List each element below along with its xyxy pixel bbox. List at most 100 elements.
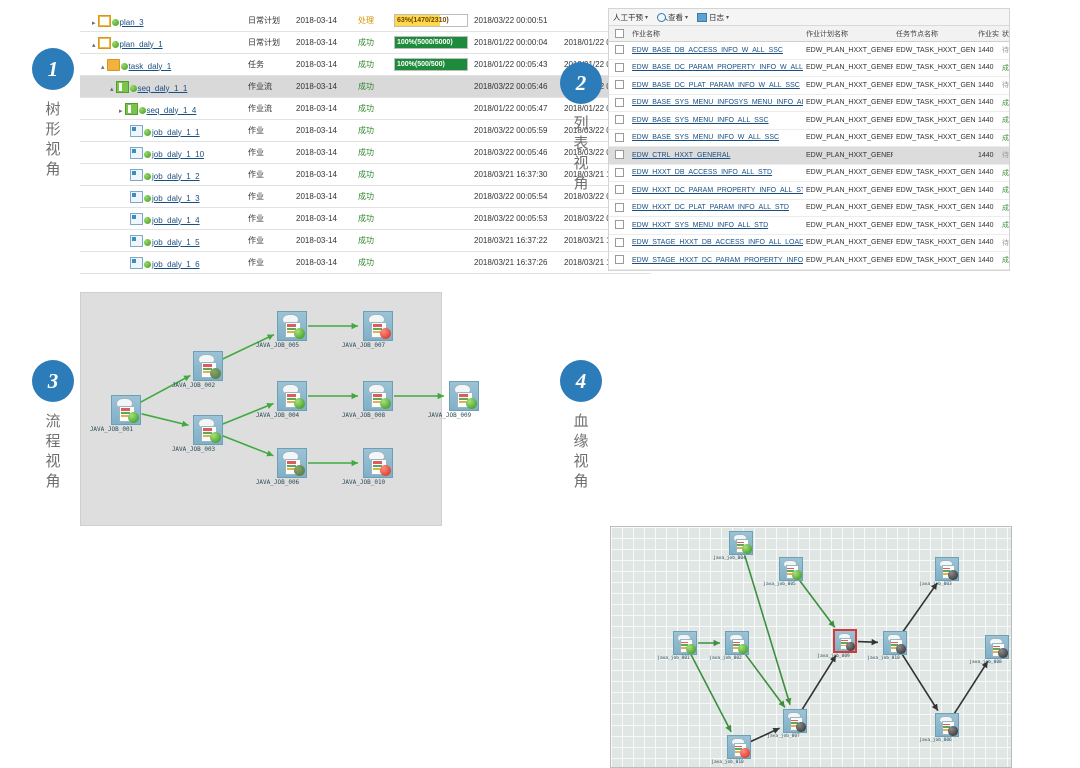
tree-node-link[interactable]: seq_daly_1_1 [137, 83, 188, 93]
graph-node[interactable]: java_job_003 [919, 557, 959, 587]
job-link[interactable]: EDW_BASE_SYS_MENU_INFO_W_ALL_SSC [632, 134, 780, 142]
table-row[interactable]: job_daly_1_2 作业 2018-03-14 成功 2018/03/21 16:… [80, 163, 651, 186]
checkbox-icon[interactable] [614, 115, 624, 125]
row-checkbox-cell[interactable] [609, 234, 629, 252]
job-link[interactable]: EDW_HXXT_DC_PARAM_PROPERTY_INFO_ALL_STD [632, 186, 803, 194]
job-node-icon[interactable] [985, 635, 1009, 659]
tree-node-cell[interactable]: job_daly_1_6 [80, 251, 245, 274]
job-node-icon[interactable] [727, 735, 751, 759]
job-node-icon[interactable] [833, 629, 857, 653]
table-row[interactable]: EDW_BASE_SYS_MENU_INFOSYS_MENU_INFO_ALL_… [609, 94, 1009, 112]
job-node-icon[interactable] [193, 415, 223, 445]
cell-job-name[interactable]: EDW_BASE_DC_PARAM_PROPERTY_INFO_W_ALL_SS… [629, 59, 803, 77]
row-checkbox-cell[interactable] [609, 94, 629, 112]
tree-node-link[interactable]: task_daly_1 [128, 61, 172, 71]
checkbox-icon[interactable] [614, 132, 624, 142]
job-node-icon[interactable] [363, 381, 393, 411]
graph-node[interactable]: java_job_010 [867, 631, 907, 661]
twisty-icon[interactable]: ▴ [101, 63, 105, 71]
select-all-cell[interactable] [609, 26, 629, 42]
tree-node-cell[interactable]: ▴ plan_daly_1 [80, 31, 245, 54]
job-link[interactable]: EDW_HXXT_DC_PLAT_PARAM_INFO_ALL_STD [632, 204, 789, 212]
row-checkbox-cell[interactable] [609, 251, 629, 270]
job-node-icon[interactable] [111, 395, 141, 425]
graph-node[interactable]: java_job_006 [919, 713, 959, 743]
job-node-icon[interactable] [363, 448, 393, 478]
cell-job-name[interactable]: EDW_STAGE_HXXT_DB_ACCESS_INFO_ALL_LOAD [629, 234, 803, 252]
table-row[interactable]: job_daly_1_5 作业 2018-03-14 成功 2018/03/21 16:… [80, 229, 651, 252]
table-row[interactable]: ▸ seq_daly_1_4 作业流 2018-03-14 成功 2018/01/22 0… [80, 97, 651, 120]
col-header-task[interactable]: 任务节点名称 [893, 26, 975, 42]
tree-node-link[interactable]: plan_daly_1 [119, 39, 163, 49]
job-link[interactable]: EDW_BASE_DC_PLAT_PARAM_INFO_W_ALL_SSC [632, 81, 800, 89]
tree-node-link[interactable]: job_daly_1_2 [152, 171, 200, 181]
job-link[interactable]: EDW_BASE_DB_ACCESS_INFO_W_ALL_SSC [632, 46, 783, 54]
graph-node[interactable]: JAVA_JOB_004 [256, 381, 307, 419]
tree-node-cell[interactable]: job_daly_1_4 [80, 207, 245, 230]
row-checkbox-cell[interactable] [609, 59, 629, 77]
graph-node[interactable]: JAVA_JOB_003 [172, 415, 223, 453]
row-checkbox-cell[interactable] [609, 199, 629, 217]
tree-node-link[interactable]: job_daly_1_6 [152, 259, 200, 269]
tree-node-link[interactable]: job_daly_1_3 [152, 193, 200, 203]
menu-manual-intervention[interactable]: 人工干预 ▾ [613, 12, 648, 23]
graph-node[interactable]: java_job_010 [711, 735, 751, 765]
tree-node-link[interactable]: seq_daly_1_4 [146, 105, 197, 115]
graph-node[interactable]: java_job_005 [763, 557, 803, 587]
table-row[interactable]: EDW_BASE_SYS_MENU_INFO_ALL_SSC EDW_PLAN_H… [609, 111, 1009, 130]
tree-node-cell[interactable]: job_daly_1_5 [80, 229, 245, 252]
job-link[interactable]: EDW_BASE_SYS_MENU_INFOSYS_MENU_INFO_ALL_… [632, 99, 803, 107]
table-row[interactable]: EDW_HXXT_SYS_MENU_INFO_ALL_STD EDW_PLAN_H… [609, 216, 1009, 235]
table-row[interactable]: ▴ plan_daly_1 日常计划 2018-03-14 成功 100%(5000/50… [80, 31, 651, 54]
job-node-icon[interactable] [779, 557, 803, 581]
job-link[interactable]: EDW_CTRL_HXXT_GENERAL [632, 151, 731, 159]
tree-node-link[interactable]: job_daly_1_4 [152, 215, 200, 225]
tree-node-cell[interactable]: ▴ task_daly_1 [80, 53, 245, 76]
cell-job-name[interactable]: EDW_BASE_SYS_MENU_INFOSYS_MENU_INFO_ALL_… [629, 94, 803, 112]
twisty-icon[interactable]: ▸ [92, 19, 96, 27]
twisty-icon[interactable]: ▴ [110, 85, 114, 93]
col-header-inst[interactable]: 作业实例 [975, 26, 999, 42]
graph-node[interactable]: java_job_004 [713, 531, 753, 561]
graph-node[interactable]: java_job_002 [709, 631, 749, 661]
checkbox-icon[interactable] [614, 202, 624, 212]
cell-job-name[interactable]: EDW_BASE_SYS_MENU_INFO_W_ALL_SSC [629, 129, 803, 147]
job-node-icon[interactable] [725, 631, 749, 655]
cell-job-name[interactable]: EDW_HXXT_DC_PLAT_PARAM_INFO_ALL_STD [629, 199, 803, 217]
row-checkbox-cell[interactable] [609, 111, 629, 130]
table-row[interactable]: EDW_BASE_SYS_MENU_INFO_W_ALL_SSC EDW_PLAN… [609, 129, 1009, 147]
job-node-icon[interactable] [277, 311, 307, 341]
checkbox-icon[interactable] [614, 62, 624, 72]
graph-node[interactable]: JAVA_JOB_001 [90, 395, 141, 433]
job-link[interactable]: EDW_STAGE_HXXT_DC_PARAM_PROPERTY_INFO_AL… [632, 256, 803, 264]
graph-node[interactable]: java_job_007 [767, 709, 807, 739]
row-checkbox-cell[interactable] [609, 41, 629, 60]
table-row[interactable]: job_daly_1_1 作业 2018-03-14 成功 2018/03/22 00:… [80, 119, 651, 142]
col-header-plan[interactable]: 作业计划名称 [803, 26, 893, 42]
checkbox-icon[interactable] [614, 237, 624, 247]
graph-node[interactable]: JAVA_JOB_006 [256, 448, 307, 486]
graph-node[interactable]: java_job_009 [817, 629, 857, 659]
table-row[interactable]: EDW_HXXT_DC_PARAM_PROPERTY_INFO_ALL_STD E… [609, 181, 1009, 200]
job-node-icon[interactable] [673, 631, 697, 655]
tree-node-cell[interactable]: ▸ seq_daly_1_4 [80, 97, 245, 120]
tree-node-link[interactable]: job_daly_1_5 [152, 237, 200, 247]
job-node-icon[interactable] [935, 557, 959, 581]
table-row[interactable]: EDW_BASE_DC_PLAT_PARAM_INFO_W_ALL_SSC EDW… [609, 76, 1009, 95]
graph-node[interactable]: java_job_001 [657, 631, 697, 661]
job-node-icon[interactable] [193, 351, 223, 381]
job-node-icon[interactable] [729, 531, 753, 555]
table-row[interactable]: EDW_STAGE_HXXT_DB_ACCESS_INFO_ALL_LOAD ED… [609, 234, 1009, 252]
row-checkbox-cell[interactable] [609, 76, 629, 95]
checkbox-icon[interactable] [614, 45, 624, 55]
cell-job-name[interactable]: EDW_BASE_SYS_MENU_INFO_ALL_SSC [629, 111, 803, 130]
table-row[interactable]: EDW_CTRL_HXXT_GENERAL EDW_PLAN_HXXT_GENER… [609, 146, 1009, 165]
table-row[interactable]: ▸ plan_3 日常计划 2018-03-14 处理 63%(1470/2310) 201… [80, 10, 651, 32]
graph-node[interactable]: java_job_008 [969, 635, 1009, 665]
checkbox-icon[interactable] [614, 167, 624, 177]
job-node-icon[interactable] [363, 311, 393, 341]
graph-node[interactable]: JAVA_JOB_007 [342, 311, 393, 349]
cell-job-name[interactable]: EDW_BASE_DB_ACCESS_INFO_W_ALL_SSC [629, 41, 803, 60]
table-row[interactable]: EDW_BASE_DB_ACCESS_INFO_W_ALL_SSC EDW_PLA… [609, 41, 1009, 60]
menu-log[interactable]: 日志 ▾ [697, 12, 729, 23]
